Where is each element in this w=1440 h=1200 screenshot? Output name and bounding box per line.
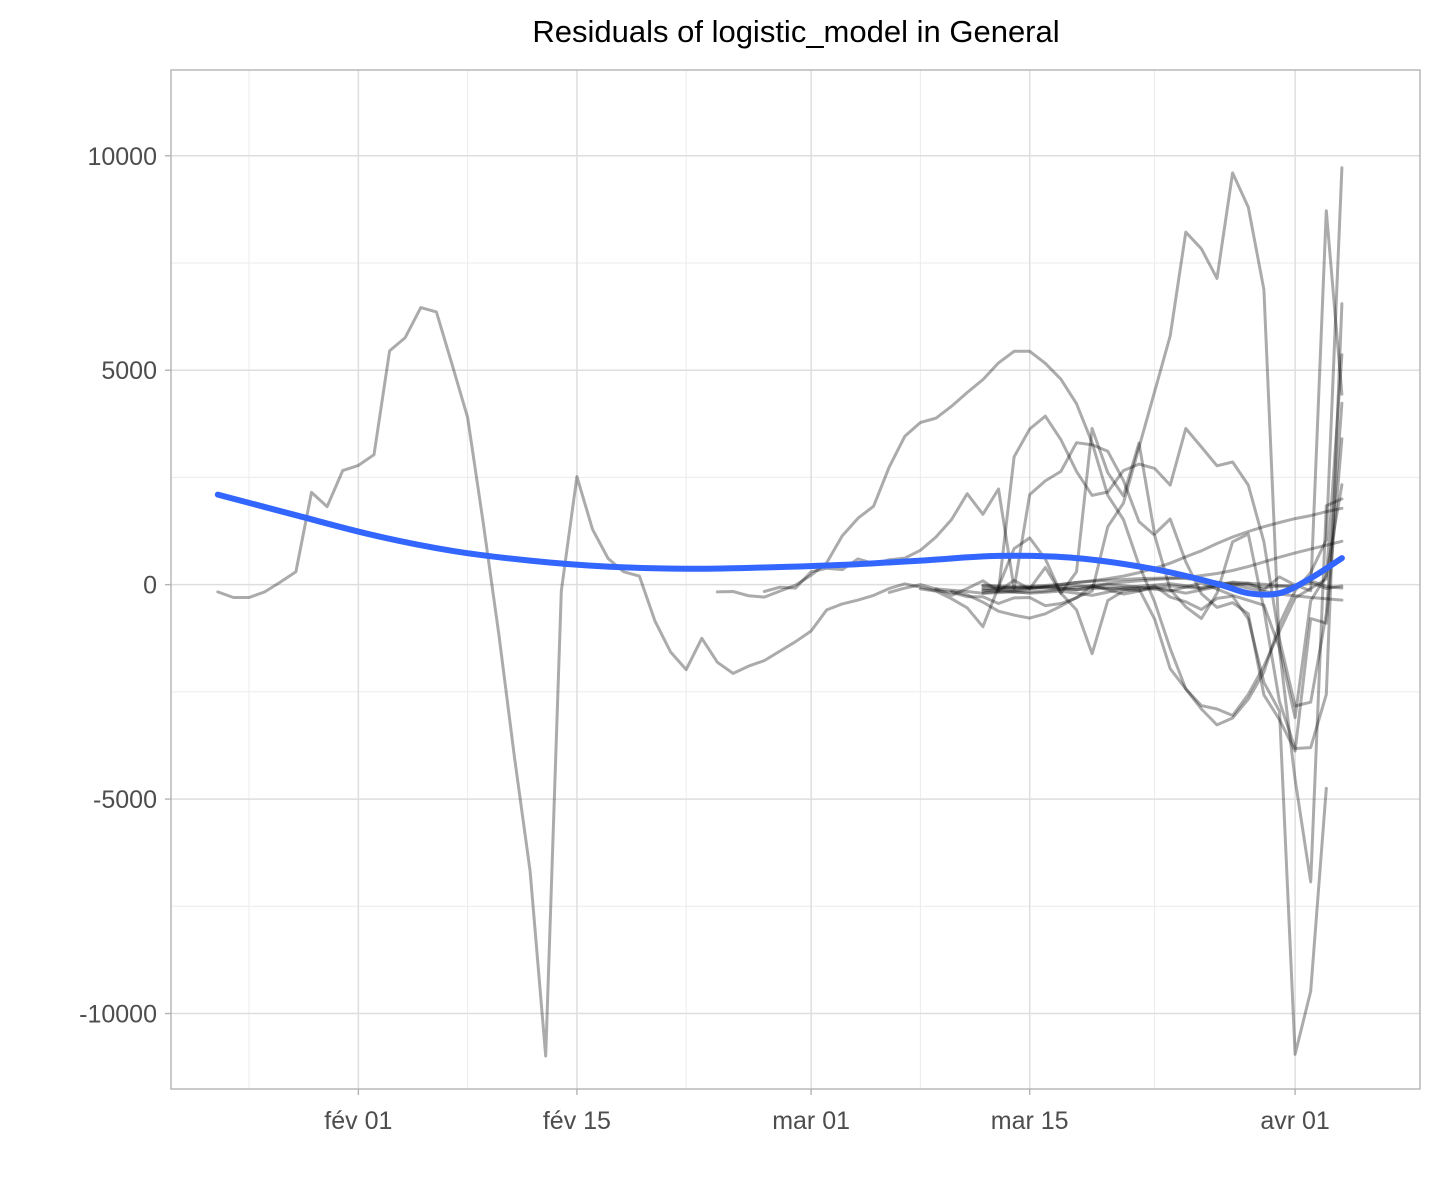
series-line-9 bbox=[981, 539, 1344, 594]
y-tick-label: 0 bbox=[143, 572, 157, 600]
series-line-14 bbox=[981, 580, 1344, 591]
series-line-5 bbox=[950, 171, 1344, 884]
series-line-3 bbox=[762, 302, 1344, 750]
series-line-4 bbox=[887, 401, 1344, 708]
series-line-7 bbox=[981, 427, 1344, 753]
smooth-trend-line bbox=[214, 491, 1345, 598]
x-tick-label: avr 01 bbox=[1260, 1107, 1329, 1135]
y-tick-label: 5000 bbox=[101, 357, 157, 385]
x-tick-label: fév 15 bbox=[543, 1107, 611, 1135]
series-line-8 bbox=[981, 506, 1344, 593]
x-tick-label: mar 15 bbox=[991, 1107, 1069, 1135]
axes: 10000 5000 0 -5000 -10000 fév 01 fév 15 mar 01 m… bbox=[79, 143, 1330, 1135]
x-tick-label: fév 01 bbox=[324, 1107, 392, 1135]
x-tick-label: mar 01 bbox=[772, 1107, 850, 1135]
series-line-1 bbox=[216, 306, 1328, 1058]
panel-border bbox=[170, 69, 1421, 1090]
grid bbox=[171, 70, 1420, 1089]
series-line-11 bbox=[981, 483, 1344, 720]
y-tick-label: 10000 bbox=[87, 143, 157, 171]
smooth-group bbox=[214, 491, 1345, 598]
series-line-6 bbox=[918, 353, 1344, 717]
y-tick-label: -10000 bbox=[79, 1001, 157, 1029]
y-tick-label: -5000 bbox=[93, 786, 157, 814]
chart-title: Residuals of logistic_model in General bbox=[532, 14, 1059, 49]
